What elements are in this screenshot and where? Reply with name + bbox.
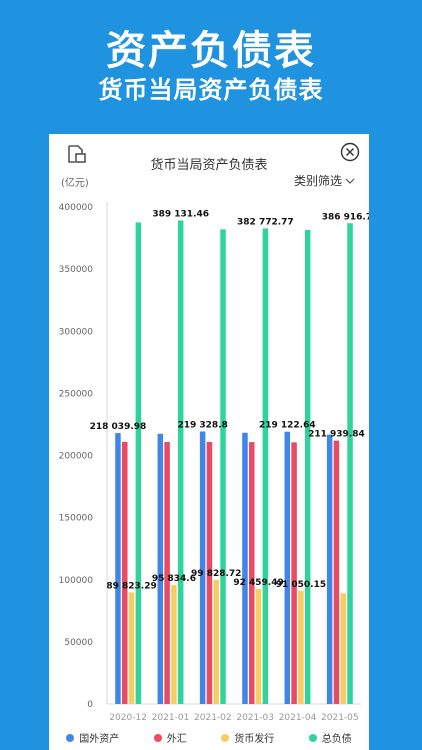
category-filter-button[interactable]: 类别筛选 — [294, 172, 355, 189]
legend-item-外汇[interactable]: 外汇 — [153, 730, 187, 745]
bar-货币发行-2021-01 — [171, 584, 177, 704]
bar-货币发行-2021-05 — [340, 593, 346, 704]
bar-总负债-2021-01 — [177, 220, 184, 704]
bar-货币发行-2021-02 — [213, 579, 219, 704]
bar-国外资产-2021-03 — [242, 432, 248, 704]
y-tick-label: 200000 — [59, 452, 94, 462]
data-label: 382 772.77 — [237, 217, 294, 227]
data-label: 219 122.64 — [259, 421, 316, 431]
data-label: 95 834.6 — [152, 574, 196, 584]
bar-国外资产-2021-04 — [284, 431, 291, 704]
y-tick-label: 350000 — [59, 265, 94, 275]
legend-dot-icon — [308, 733, 317, 742]
bar-国外资产-2021-02 — [199, 431, 206, 704]
data-label: 99 828.72 — [191, 569, 241, 579]
bar-外汇-2021-01 — [164, 441, 170, 704]
y-tick-label: 400000 — [59, 203, 94, 213]
export-document-icon — [68, 145, 86, 163]
y-tick-label: 100000 — [59, 576, 94, 586]
bar-国外资产-2020-12 — [115, 433, 121, 704]
category-filter-label: 类别筛选 — [294, 174, 343, 188]
legend-label: 国外资产 — [79, 734, 120, 745]
bar-外汇-2021-04 — [291, 442, 297, 704]
legend-item-国外资产[interactable]: 国外资产 — [66, 730, 119, 745]
x-tick-label: 2021-05 — [321, 713, 359, 723]
y-tick-label: 50000 — [64, 638, 93, 648]
legend-dot-icon — [153, 733, 162, 742]
chart-legend: 国外资产 外汇 货币发行 总负债 — [49, 730, 369, 745]
data-label: 219 328.8 — [177, 420, 227, 430]
bar-总负债-2021-04 — [304, 229, 311, 704]
bar-外汇-2020-12 — [122, 441, 128, 704]
data-label: 211 939.84 — [308, 430, 365, 440]
bar-货币发行-2021-03 — [255, 589, 262, 704]
x-tick-label: 2021-01 — [152, 713, 190, 723]
legend-item-货币发行[interactable]: 货币发行 — [221, 730, 274, 745]
bar-总负债-2021-05 — [347, 223, 353, 704]
bar-国外资产-2021-05 — [326, 434, 333, 704]
legend-label: 货币发行 — [234, 734, 275, 745]
export-button[interactable] — [66, 143, 88, 165]
bar-外汇-2021-02 — [206, 441, 213, 704]
chart-title: 货币当局资产负债表 — [150, 158, 268, 173]
bar-货币发行-2021-04 — [298, 590, 304, 704]
bar-外汇-2021-03 — [249, 442, 255, 704]
bar-外汇-2021-05 — [333, 440, 340, 704]
data-label: 91 050.15 — [276, 580, 326, 590]
y-tick-label: 250000 — [59, 389, 94, 399]
bar-总负债-2021-03 — [262, 228, 269, 704]
bar-总负债-2020-12 — [135, 222, 142, 705]
y-axis-unit-label: (亿元) — [61, 178, 89, 189]
chart-card: 货币当局资产负债表 (亿元) 类别筛选 0 50000 100000 150000 20… — [49, 134, 369, 750]
hero-title: 资产负债表 — [106, 28, 316, 74]
close-button[interactable] — [340, 142, 360, 162]
data-label: 389 131.46 — [152, 210, 209, 220]
hero-subtitle: 货币当局资产负债表 — [98, 76, 324, 104]
data-label: 386 916.77 — [322, 212, 369, 222]
legend-label: 外汇 — [166, 734, 187, 745]
bar-chart: 0 50000 100000 150000 200000 250000 300000 3500… — [59, 202, 369, 723]
data-label: 89 823.29 — [106, 581, 156, 591]
x-tick-label: 2021-03 — [236, 713, 274, 723]
x-tick-label: 2021-02 — [194, 713, 232, 723]
bar-货币发行-2020-12 — [128, 592, 135, 704]
data-label: 92 459.49 — [233, 578, 283, 588]
x-tick-label: 2020-12 — [109, 713, 147, 723]
chevron-down-icon — [345, 178, 355, 184]
legend-label: 总负债 — [321, 734, 352, 745]
y-tick-label: 150000 — [59, 514, 94, 524]
bar-国外资产-2021-01 — [157, 433, 164, 704]
legend-item-总负债[interactable]: 总负债 — [308, 730, 352, 745]
x-tick-label: 2021-04 — [279, 713, 317, 723]
bar-总负债-2021-02 — [220, 229, 226, 704]
y-tick-label: 0 — [87, 700, 93, 710]
legend-dot-icon — [221, 733, 230, 742]
legend-dot-icon — [66, 733, 75, 742]
data-label: 218 039.98 — [90, 422, 147, 432]
close-circle-icon — [340, 142, 360, 162]
y-tick-label: 300000 — [59, 327, 94, 337]
